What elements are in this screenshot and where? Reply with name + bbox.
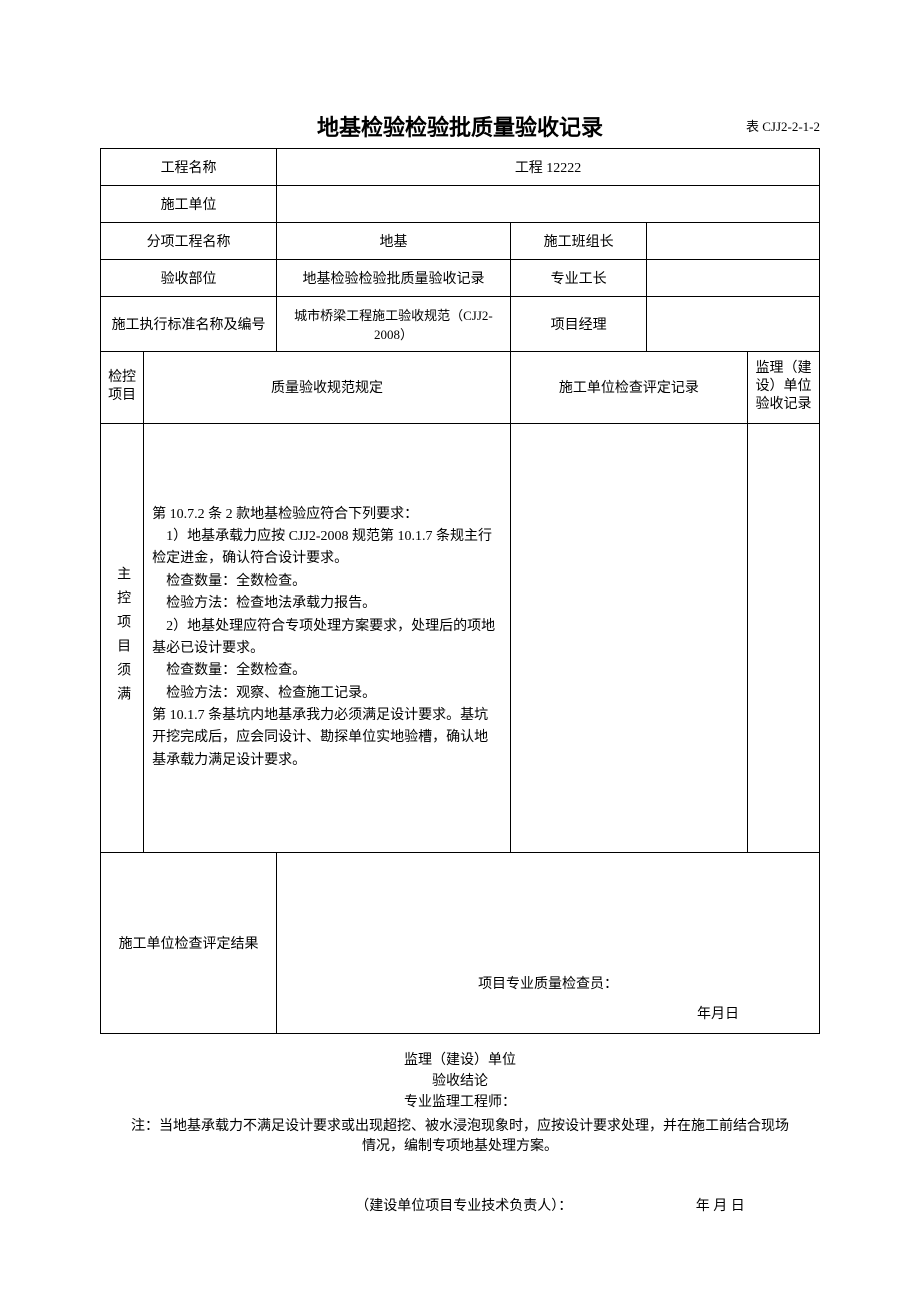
spec-header: 质量验收规范规定 xyxy=(144,352,511,424)
team-leader-label: 施工班组长 xyxy=(510,223,647,260)
pm-label: 项目经理 xyxy=(510,297,647,352)
spec-text: 第 10.7.2 条 2 款地基检验应符合下列要求： 1）地基承载力应按 CJJ… xyxy=(152,507,495,768)
standard-value: 城市桥梁工程施工验收规范（CJJ2-2008） xyxy=(277,297,511,352)
signature-date: 年 月 日 xyxy=(696,1195,745,1215)
acceptance-table: 工程名称 工程 12222 施工单位 分项工程名称 地基 施工班组长 验收部位 … xyxy=(100,148,820,1034)
project-name-label: 工程名称 xyxy=(101,149,277,186)
subitem-label: 分项工程名称 xyxy=(101,223,277,260)
result-cell: 项目专业质量检查员： 年月日 xyxy=(277,853,820,1034)
check-item-header: 检控项目 xyxy=(101,352,144,424)
foreman-value xyxy=(647,260,820,297)
table-row: 工程名称 工程 12222 xyxy=(101,149,820,186)
construction-unit-value xyxy=(277,186,820,223)
form-code: 表 CJJ2-2-1-2 xyxy=(746,116,820,135)
result-label: 施工单位检查评定结果 xyxy=(101,853,277,1034)
team-leader-value xyxy=(647,223,820,260)
inspector-label: 项目专业质量检查员： xyxy=(478,973,618,993)
table-row: 分项工程名称 地基 施工班组长 xyxy=(101,223,820,260)
spec-text-cell: 第 10.7.2 条 2 款地基检验应符合下列要求： 1）地基承载力应按 CJJ… xyxy=(144,423,511,853)
table-row: 主控项目须满 第 10.7.2 条 2 款地基检验应符合下列要求： 1）地基承载… xyxy=(101,423,820,853)
table-row: 施工单位检查评定结果 项目专业质量检查员： 年月日 xyxy=(101,853,820,1034)
project-name-value: 工程 12222 xyxy=(277,149,820,186)
result-date: 年月日 xyxy=(697,1003,739,1023)
subitem-value: 地基 xyxy=(277,223,511,260)
table-row: 施工执行标准名称及编号 城市桥梁工程施工验收规范（CJJ2-2008） 项目经理 xyxy=(101,297,820,352)
accept-part-value: 地基检验检验批质量验收记录 xyxy=(277,260,511,297)
supervisor-value xyxy=(748,423,820,853)
accept-part-label: 验收部位 xyxy=(101,260,277,297)
footer-line1: 监理（建设）单位 xyxy=(100,1050,820,1071)
signature-row: （建设单位项目专业技术负责人）： 年 月 日 xyxy=(100,1195,820,1215)
table-row: 施工单位 xyxy=(101,186,820,223)
category-cell: 主控项目须满 xyxy=(101,423,144,853)
footer-line2: 验收结论 xyxy=(100,1071,820,1092)
construction-unit-label: 施工单位 xyxy=(101,186,277,223)
pm-value xyxy=(647,297,820,352)
footer-note: 注：当地基承载力不满足设计要求或出现超挖、被水浸泡现象时，应按设计要求处理，并在… xyxy=(100,1115,820,1155)
unit-check-header: 施工单位检查评定记录 xyxy=(510,352,747,424)
table-row: 验收部位 地基检验检验批质量验收记录 专业工长 xyxy=(101,260,820,297)
standard-label: 施工执行标准名称及编号 xyxy=(101,297,277,352)
signature-label: （建设单位项目专业技术负责人）： xyxy=(355,1195,572,1215)
table-row: 检控项目 质量验收规范规定 施工单位检查评定记录 监理（建设）单位验收记录 xyxy=(101,352,820,424)
foreman-label: 专业工长 xyxy=(510,260,647,297)
supervisor-header: 监理（建设）单位验收记录 xyxy=(748,352,820,424)
page-title: 地基检验检验批质量验收记录 xyxy=(317,110,603,142)
unit-check-value xyxy=(510,423,747,853)
footer-line3: 专业监理工程师： xyxy=(100,1092,820,1113)
footer-block: 监理（建设）单位 验收结论 专业监理工程师： xyxy=(100,1050,820,1113)
